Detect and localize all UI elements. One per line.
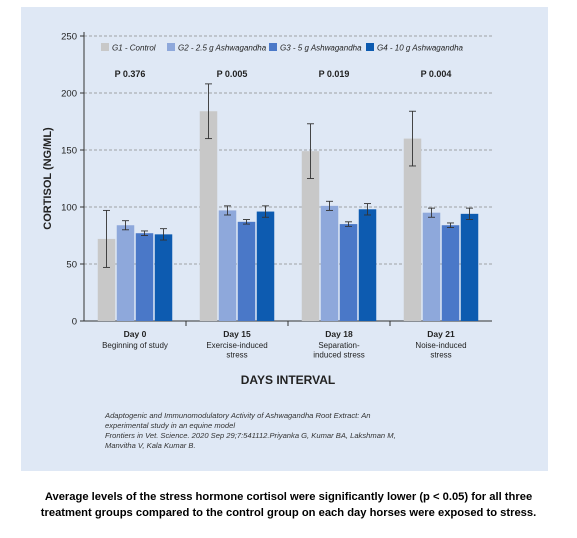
bar xyxy=(301,151,320,321)
bar xyxy=(237,221,256,321)
bar xyxy=(422,212,441,321)
y-tick-label: 150 xyxy=(61,146,77,157)
p-value-label: P 0.005 xyxy=(217,69,248,79)
bar xyxy=(358,209,377,321)
citation-line-2: experimental study in an equine model xyxy=(105,421,236,430)
bar xyxy=(135,233,154,321)
y-tick-label: 0 xyxy=(72,317,77,328)
legend-swatch xyxy=(366,43,374,51)
y-tick-label: 250 xyxy=(61,32,77,43)
legend-swatch xyxy=(167,43,175,51)
y-tick-label: 50 xyxy=(66,260,77,271)
x-tick-sublabel: Separation- xyxy=(318,341,360,350)
bar xyxy=(441,225,460,321)
caption-line-1: Average levels of the stress hormone cor… xyxy=(44,491,533,503)
citation-line-1: Adaptogenic and Immunomodulatory Activit… xyxy=(105,411,371,420)
caption-line-2: treatment groups compared to the control… xyxy=(40,507,537,519)
legend-label: G2 - 2.5 g Ashwagandha xyxy=(178,44,267,53)
figure-caption: Average levels of the stress hormone cor… xyxy=(0,489,577,521)
bar xyxy=(199,111,218,322)
x-tick-label: Day 0 xyxy=(124,329,147,339)
x-tick-sublabel: Exercise-induced xyxy=(206,341,267,350)
x-tick-sublabel: stress xyxy=(226,351,247,360)
bar xyxy=(116,225,135,321)
bar xyxy=(320,205,339,321)
legend-label: G1 - Control xyxy=(112,44,156,53)
y-axis-label: CORTISOL (NG/ML) xyxy=(42,127,54,230)
citation-line-3: Frontiers in Vet. Science. 2020 Sep 29;7… xyxy=(105,431,396,440)
legend-label: G3 - 5 g Ashwagandha xyxy=(280,44,362,53)
citation: Adaptogenic and Immunomodulatory Activit… xyxy=(105,411,525,451)
y-tick-label: 100 xyxy=(61,203,77,214)
x-axis-label: DAYS INTERVAL xyxy=(241,373,335,387)
bar xyxy=(97,238,116,321)
p-value-label: P 0.004 xyxy=(421,69,452,79)
y-tick-label: 200 xyxy=(61,89,77,100)
bar xyxy=(218,210,237,321)
p-value-label: P 0.376 xyxy=(115,69,146,79)
cortisol-bar-chart: 0 50 100 150 200 250 CORTISOL (NG/ML) DAYS INTE… xyxy=(42,32,492,387)
bar xyxy=(339,224,358,321)
chart-panel: 0 50 100 150 200 250 CORTISOL (NG/ML) DAYS INTE… xyxy=(21,7,548,471)
legend-swatch xyxy=(101,43,109,51)
legend-swatch xyxy=(269,43,277,51)
bar xyxy=(460,213,479,321)
x-tick-label: Day 21 xyxy=(427,329,455,339)
bar xyxy=(403,138,422,321)
bar xyxy=(256,211,275,321)
x-tick-sublabel: Noise-induced xyxy=(415,341,466,350)
x-tick-label: Day 18 xyxy=(325,329,353,339)
citation-line-4: Manvitha V, Kala Kumar B. xyxy=(105,441,196,450)
legend-label: G4 - 10 g Ashwagandha xyxy=(377,44,464,53)
p-value-label: P 0.019 xyxy=(319,69,350,79)
x-tick-sublabel: stress xyxy=(430,351,451,360)
bar xyxy=(154,234,173,321)
x-tick-label: Day 15 xyxy=(223,329,251,339)
x-tick-sublabel: induced stress xyxy=(313,351,365,360)
x-tick-sublabel: Beginning of study xyxy=(102,341,168,350)
